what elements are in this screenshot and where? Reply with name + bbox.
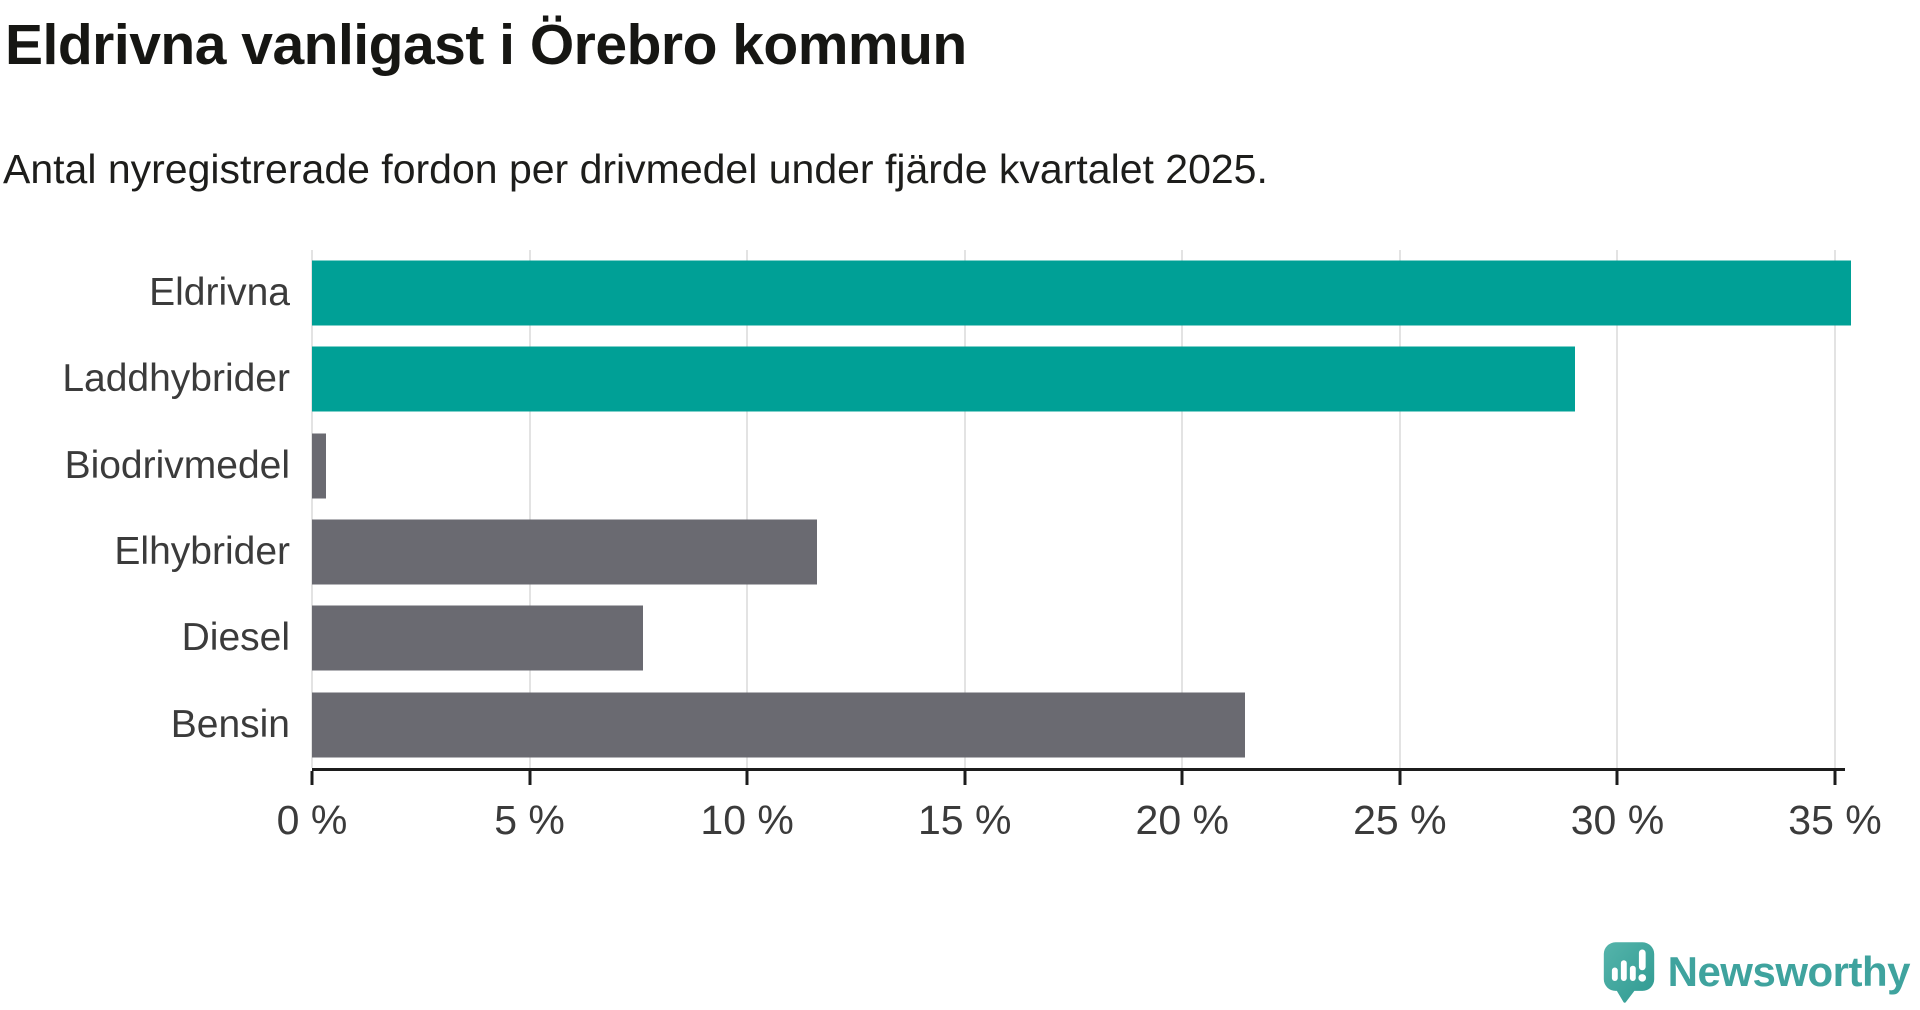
gridline [1181, 250, 1184, 768]
chart-subtitle: Antal nyregistrerade fordon per drivmede… [3, 146, 1268, 192]
x-axis-tick [310, 771, 314, 785]
x-axis-tick-label: 20 % [1135, 797, 1230, 843]
newsworthy-logo[interactable]: Newsworthy [1602, 940, 1911, 1004]
x-axis-tick-label: 10 % [700, 797, 794, 843]
x-axis-tick-label: 0 % [276, 797, 348, 843]
bar-eldrivna [312, 260, 1852, 326]
bar-elhybrider [312, 519, 818, 585]
x-axis-tick [1180, 771, 1184, 785]
x-axis-tick [528, 771, 532, 785]
bar-chart: Eldrivna Laddhybrider Biodrivmedel Elhybrid… [0, 250, 1920, 843]
bar-track [312, 250, 1920, 336]
category-label-biodrivmedel: Biodrivmedel [64, 443, 290, 487]
newsworthy-bubble-chart-icon [1602, 940, 1656, 1004]
x-axis-tick [1398, 771, 1402, 785]
bar-row: Bensin [0, 682, 1920, 768]
gridline [311, 250, 313, 768]
bar-laddhybrider [312, 346, 1576, 412]
bar-track [312, 595, 1920, 681]
x-axis-tick [963, 771, 967, 785]
x-axis-tick-label: 30 % [1570, 797, 1665, 843]
category-label-eldrivna: Eldrivna [149, 271, 290, 315]
bar-row: Diesel [0, 595, 1920, 681]
plot-area: Eldrivna Laddhybrider Biodrivmedel Elhybrid… [0, 250, 1920, 768]
gridline [1834, 250, 1836, 768]
x-axis-tick [1615, 771, 1619, 785]
bar-bensin [312, 692, 1245, 758]
gridlines [311, 250, 1836, 768]
bar-row: Eldrivna [0, 250, 1920, 336]
x-axis-tick-label: 35 % [1788, 797, 1882, 843]
bar-biodrivmedel [312, 433, 326, 499]
category-label-bensin: Bensin [170, 702, 290, 746]
x-axis-tick-label: 5 % [494, 797, 565, 843]
bar-row: Laddhybrider [0, 336, 1920, 422]
x-axis-tick [745, 771, 749, 785]
bar-diesel [312, 605, 643, 671]
x-axis-line [312, 768, 1845, 771]
category-label-laddhybrider: Laddhybrider [62, 357, 290, 401]
x-axis-ticks: 0 % 5 % 10 % 15 % 20 % 25 % 30 % 35 % [277, 771, 1882, 861]
gridline [1398, 250, 1401, 768]
gridline [963, 250, 966, 768]
bar-row: Biodrivmedel [0, 423, 1920, 509]
bar-track [312, 423, 1920, 509]
gridline [746, 250, 749, 768]
chart-title: Eldrivna vanligast i Örebro kommun [5, 13, 967, 77]
bar-track [312, 336, 1920, 422]
category-label-diesel: Diesel [181, 616, 290, 660]
gridline [1616, 250, 1619, 768]
gridline [528, 250, 531, 768]
x-axis-tick-label: 15 % [917, 797, 1012, 843]
category-label-elhybrider: Elhybrider [114, 530, 290, 574]
bar-row: Elhybrider [0, 509, 1920, 595]
x-axis-tick-label: 25 % [1353, 797, 1447, 843]
x-axis-tick [1833, 771, 1837, 785]
bar-track [312, 509, 1920, 595]
bar-track [312, 682, 1920, 768]
newsworthy-wordmark: Newsworthy [1667, 948, 1911, 995]
